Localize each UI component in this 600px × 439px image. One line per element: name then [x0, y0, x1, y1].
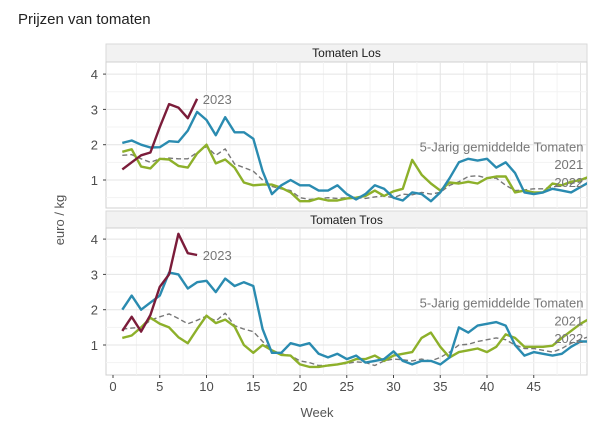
series-label-2023: 2023 — [203, 248, 232, 263]
y-tick-label: 1 — [91, 338, 98, 353]
series-line-2022 — [121, 271, 587, 366]
series-label-5yr: 5-Jarig gemiddelde Tomaten — [420, 296, 584, 311]
series-line-2023 — [121, 232, 198, 333]
series-line-5yr — [122, 312, 587, 367]
series-label-2021: 2021 — [554, 313, 583, 328]
y-axis-label: euro / kg — [52, 195, 67, 246]
y-tick-label: 3 — [91, 102, 98, 117]
x-tick-label: 15 — [246, 379, 260, 394]
x-tick-label: 20 — [293, 379, 307, 394]
chart-title: Prijzen van tomaten — [18, 11, 151, 28]
series-label-2021: 2021 — [554, 157, 583, 172]
y-tick-label: 2 — [91, 303, 98, 318]
y-tick-label: 3 — [91, 267, 98, 282]
x-tick-label: 40 — [480, 379, 494, 394]
series-label-2023: 2023 — [203, 92, 232, 107]
y-tick-label: 1 — [91, 173, 98, 188]
x-tick-label: 35 — [433, 379, 447, 394]
x-tick-label: 30 — [386, 379, 400, 394]
x-tick-label: 45 — [527, 379, 541, 394]
series-label-2022: 2022 — [554, 175, 583, 190]
panel-title: Tomaten Los — [312, 46, 381, 60]
y-tick-label: 4 — [91, 232, 98, 247]
x-tick-label: 10 — [199, 379, 213, 394]
x-tick-label: 25 — [340, 379, 354, 394]
y-tick-label: 2 — [91, 138, 98, 153]
series-label-5yr: 5-Jarig gemiddelde Tomaten — [420, 139, 584, 154]
series-line-2022 — [122, 110, 587, 203]
x-axis-label: Week — [301, 405, 334, 420]
x-tick-label: 0 — [109, 379, 116, 394]
series-line-2023 — [121, 98, 199, 171]
x-tick-label: 5 — [156, 379, 163, 394]
panel-title: Tomaten Tros — [310, 213, 383, 227]
series-label-2022: 2022 — [554, 331, 583, 346]
y-tick-label: 4 — [91, 67, 98, 82]
